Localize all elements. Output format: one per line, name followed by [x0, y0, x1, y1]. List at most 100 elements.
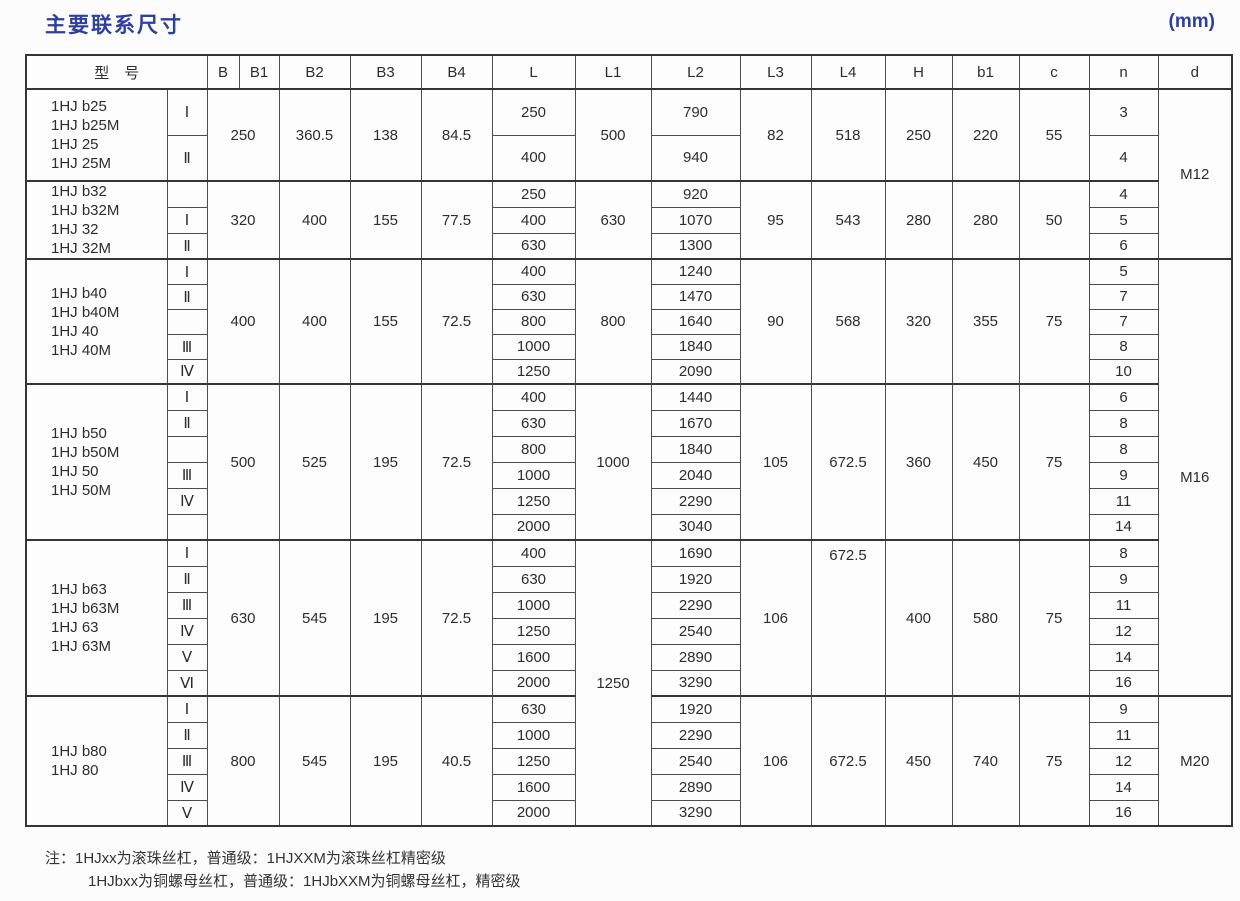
table-row: 1HJ b40 1HJ b40M 1HJ 40 1HJ 40M Ⅰ 400 400 155 72…	[25, 258, 1233, 697]
type-number-cell	[166, 308, 208, 335]
dim-n-cell: 14	[1088, 513, 1159, 541]
model-name: 1HJ 32	[51, 221, 99, 238]
dim-b1-cell: 740	[951, 695, 1020, 827]
note-line-1: 注：1HJxx为滚珠丝杠，普通级：1HJXXM为滚珠丝杠精密级	[45, 850, 446, 867]
type-number-cell: Ⅰ	[166, 206, 208, 234]
column-header-c: c	[1018, 54, 1090, 90]
dim-H-cell: 400	[884, 539, 953, 697]
dim-n-cell: 14	[1088, 643, 1159, 671]
dim-L1-cell: 800	[574, 258, 652, 385]
model-name: 1HJ b50M	[51, 444, 120, 461]
dim-n-cell: 5	[1088, 206, 1159, 234]
page-title: 主要联系尺寸	[45, 14, 183, 37]
column-header-b1: b1	[951, 54, 1020, 90]
dim-B4-cell: 72.5	[420, 539, 493, 697]
dim-L-cell: 1600	[491, 773, 576, 801]
dim-B4-cell: 72.5	[420, 383, 493, 541]
dim-L3-cell: 82	[739, 88, 812, 182]
dim-n-cell: 6	[1088, 232, 1159, 260]
dim-B4-cell: 84.5	[420, 88, 493, 182]
dim-L-cell: 250	[491, 88, 576, 136]
dim-L3-cell: 106	[739, 539, 812, 697]
table-row: Ⅳ 1600 2890 14	[26, 773, 1232, 801]
column-header-B: B	[206, 54, 240, 90]
dim-L4-cell: 568	[810, 258, 886, 385]
type-number-cell: Ⅲ	[166, 591, 208, 619]
dim-B3-cell: 155	[349, 180, 422, 260]
table-row: 1HJ b80 1HJ 80 Ⅰ 800 545 195 40.5 630 1920 106 672…	[25, 695, 1233, 827]
table-row: Ⅳ 1250 2540 12	[26, 617, 1232, 645]
dim-L3-cell: 95	[739, 180, 812, 260]
table-row: 2000 3040 14	[26, 513, 1232, 541]
dim-L-cell: 400	[491, 134, 576, 182]
dim-L-cell: 1000	[491, 333, 576, 360]
dim-B3-cell: 195	[349, 695, 422, 827]
table-row: Ⅵ 2000 3290 16	[26, 669, 1232, 697]
table-row: 1HJ b32 1HJ b32M 1HJ 32 1HJ 32M 320 400 155 77.…	[25, 180, 1232, 260]
model-name: 1HJ b80	[51, 743, 107, 760]
dim-L2-cell: 1070	[650, 206, 741, 234]
dim-L2-cell: 2890	[650, 643, 741, 671]
model-name: 1HJ b25M	[51, 117, 120, 134]
column-header-L2: L2	[650, 54, 741, 90]
dim-L-cell: 630	[491, 283, 576, 310]
dim-c-cell: 75	[1018, 695, 1090, 827]
model-name: 1HJ b50	[51, 425, 107, 442]
dim-c-cell: 75	[1018, 258, 1090, 385]
dim-L3-cell: 90	[739, 258, 812, 385]
model-name: 1HJ b63M	[51, 600, 120, 617]
dim-L2-cell: 1690	[650, 539, 741, 567]
type-number-cell: Ⅱ	[166, 134, 208, 182]
dim-L4-cell: 672.5	[810, 383, 886, 541]
dim-c-cell: 75	[1018, 383, 1090, 541]
dim-L-cell: 400	[491, 539, 576, 567]
dim-B-cell: 320	[206, 180, 280, 260]
dim-d-cell: M16	[1157, 258, 1233, 697]
type-number-cell: Ⅰ	[166, 88, 208, 136]
dim-B3-cell: 195	[349, 383, 422, 541]
dim-n-cell: 8	[1088, 539, 1159, 567]
dim-L1-cell: 1000	[574, 383, 652, 541]
dim-L4-cell: 518	[810, 88, 886, 182]
table-row: Ⅲ 1000 1840 8	[26, 333, 1232, 360]
dim-L2-cell: 2290	[650, 487, 741, 515]
type-number-cell: Ⅲ	[166, 461, 208, 489]
dim-L-cell: 630	[491, 409, 576, 437]
model-name: 1HJ 50	[51, 463, 99, 480]
note-line-2: 1HJbxx为铜螺母丝杠，普通级：1HJbXXM为铜螺母丝杠，精密级	[88, 873, 521, 890]
dim-L-cell: 2000	[491, 669, 576, 697]
type-number-cell: Ⅰ	[166, 383, 208, 411]
table-row: Ⅱ 630 1470 7	[26, 283, 1232, 310]
type-number-cell: Ⅵ	[166, 669, 208, 697]
dim-B-cell: 400	[206, 258, 280, 385]
dim-n-cell: 4	[1088, 180, 1159, 208]
column-header-B3: B3	[349, 54, 422, 90]
dim-L-cell: 1250	[491, 487, 576, 515]
dim-L2-cell: 790	[650, 88, 741, 136]
dim-B2-cell: 400	[278, 180, 351, 260]
table-row: 1HJ b25 1HJ b25M 1HJ 25 1HJ 25M Ⅰ 250 360.5 138…	[25, 88, 1233, 260]
dim-c-cell: 75	[1018, 539, 1090, 697]
notes-block: 注：1HJxx为滚珠丝杠，普通级：1HJXXM为滚珠丝杠精密级 1HJbxx为铜…	[45, 847, 1240, 893]
model-cell: 1HJ b25 1HJ b25M 1HJ 25 1HJ 25M	[25, 88, 168, 182]
dim-B-cell: 800	[206, 695, 280, 827]
dim-L4-cell: 543	[810, 180, 886, 260]
dim-n-cell: 9	[1088, 565, 1159, 593]
dim-n-cell: 11	[1088, 591, 1159, 619]
type-number-cell: Ⅱ	[166, 283, 208, 310]
dim-n-cell: 8	[1088, 409, 1159, 437]
model-name: 1HJ 32M	[51, 240, 112, 257]
model-name: 1HJ 50M	[51, 482, 112, 499]
dim-c-cell: 50	[1018, 180, 1090, 260]
type-number-cell: Ⅰ	[166, 539, 208, 567]
column-header-L1: L1	[574, 54, 652, 90]
dim-L2-cell: 1470	[650, 283, 741, 310]
dim-B3-cell: 138	[349, 88, 422, 182]
table-row: Ⅲ 1000 2290 11	[26, 591, 1232, 619]
column-header-H: H	[884, 54, 953, 90]
type-number-cell: Ⅰ	[166, 258, 208, 285]
dim-n-cell: 8	[1088, 435, 1159, 463]
dim-L-cell: 400	[491, 383, 576, 411]
